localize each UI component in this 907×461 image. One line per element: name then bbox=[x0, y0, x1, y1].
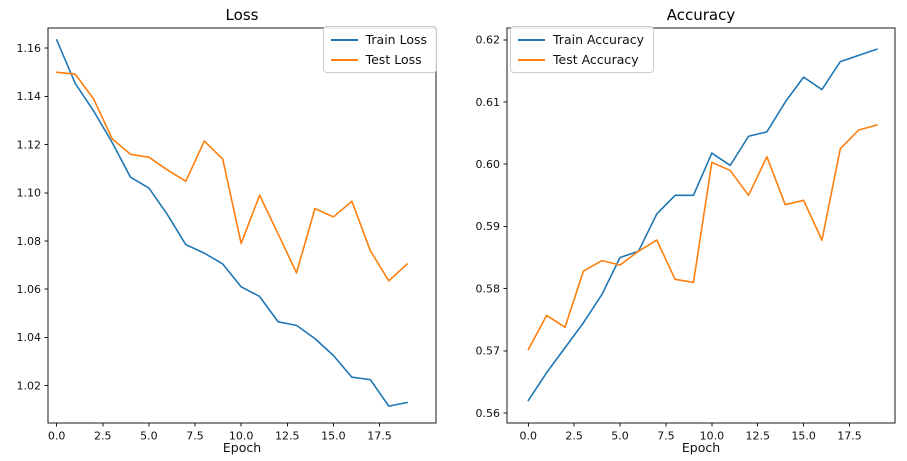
train-accuracy-line bbox=[527, 48, 878, 402]
y-tick-label: 1.12 bbox=[17, 138, 42, 151]
loss-x-axis-label: Epoch bbox=[222, 440, 262, 455]
test-loss-legend-line bbox=[330, 58, 358, 61]
x-tick-label: 7.5 bbox=[186, 430, 204, 443]
legend-row: Train Loss bbox=[330, 32, 427, 47]
y-tick-label: 0.57 bbox=[476, 345, 501, 358]
y-tick-label: 1.06 bbox=[17, 283, 42, 296]
loss-plot-svg: 1.02 1.04 1.06 1.08 1.10 1.12 1.14 1.16 0.0 2.5 5.… bbox=[17, 27, 437, 443]
y-tick-label: 1.08 bbox=[17, 235, 42, 248]
x-tick-label: 12.5 bbox=[275, 430, 300, 443]
x-tick-label: 12.5 bbox=[745, 430, 770, 443]
y-tick-label: 1.10 bbox=[17, 187, 42, 200]
plot-frame bbox=[47, 27, 437, 424]
legend-row: Train Accuracy bbox=[518, 32, 644, 47]
y-tick-label: 0.62 bbox=[476, 34, 501, 47]
accuracy-legend: Train Accuracy Test Accuracy bbox=[510, 26, 655, 73]
y-tick-label: 0.61 bbox=[476, 96, 501, 109]
x-tick-label: 5.0 bbox=[611, 430, 629, 443]
x-tick-label: 2.5 bbox=[565, 430, 583, 443]
y-tick-label: 0.59 bbox=[476, 220, 501, 233]
y-tick-label: 1.16 bbox=[17, 42, 42, 55]
x-tick-label: 5.0 bbox=[140, 430, 158, 443]
x-tick-label: 15.0 bbox=[791, 430, 816, 443]
y-tick-label: 0.58 bbox=[476, 282, 501, 295]
legend-label: Train Loss bbox=[365, 32, 427, 47]
loss-chart: 1.02 1.04 1.06 1.08 1.10 1.12 1.14 1.16 0.0 2.5 5.… bbox=[0, 0, 453, 461]
x-tick-label: 15.0 bbox=[321, 430, 346, 443]
x-tick-label: 10.0 bbox=[229, 430, 254, 443]
legend-row: Test Accuracy bbox=[518, 52, 644, 67]
loss-chart-title: Loss bbox=[225, 6, 259, 24]
x-tick-label: 0.0 bbox=[48, 430, 66, 443]
x-tick-label: 10.0 bbox=[700, 430, 725, 443]
y-tick-label: 0.56 bbox=[476, 407, 501, 420]
train-loss-line bbox=[55, 39, 409, 407]
y-tick-label: 1.14 bbox=[17, 90, 42, 103]
test-accuracy-legend-line bbox=[518, 58, 545, 61]
legend-label: Test Loss bbox=[365, 52, 422, 67]
x-tick-label: 7.5 bbox=[657, 430, 675, 443]
x-tick-label: 17.5 bbox=[837, 430, 862, 443]
accuracy-plot-svg: 0.56 0.57 0.58 0.59 0.60 0.61 0.62 0.0 2.5 5.0 7.5… bbox=[476, 27, 896, 443]
accuracy-chart: 0.56 0.57 0.58 0.59 0.60 0.61 0.62 0.0 2.5 5.0 7.5… bbox=[453, 0, 907, 461]
accuracy-x-axis-label: Epoch bbox=[681, 440, 721, 455]
x-tick-label: 0.0 bbox=[520, 430, 538, 443]
y-tick-label: 0.60 bbox=[476, 158, 501, 171]
legend-label: Test Accuracy bbox=[553, 52, 639, 67]
legend-row: Test Loss bbox=[330, 52, 427, 67]
train-loss-legend-line bbox=[330, 38, 358, 41]
plot-frame bbox=[506, 27, 896, 424]
accuracy-chart-title: Accuracy bbox=[666, 6, 736, 24]
loss-legend: Train Loss Test Loss bbox=[322, 26, 437, 73]
legend-label: Train Accuracy bbox=[553, 32, 645, 47]
x-tick-label: 17.5 bbox=[367, 430, 392, 443]
test-loss-line bbox=[55, 71, 409, 282]
y-tick-label: 1.04 bbox=[17, 331, 42, 344]
y-tick-label: 1.02 bbox=[17, 379, 42, 392]
test-accuracy-line bbox=[527, 124, 878, 351]
x-tick-label: 2.5 bbox=[94, 430, 112, 443]
train-accuracy-legend-line bbox=[518, 38, 545, 41]
